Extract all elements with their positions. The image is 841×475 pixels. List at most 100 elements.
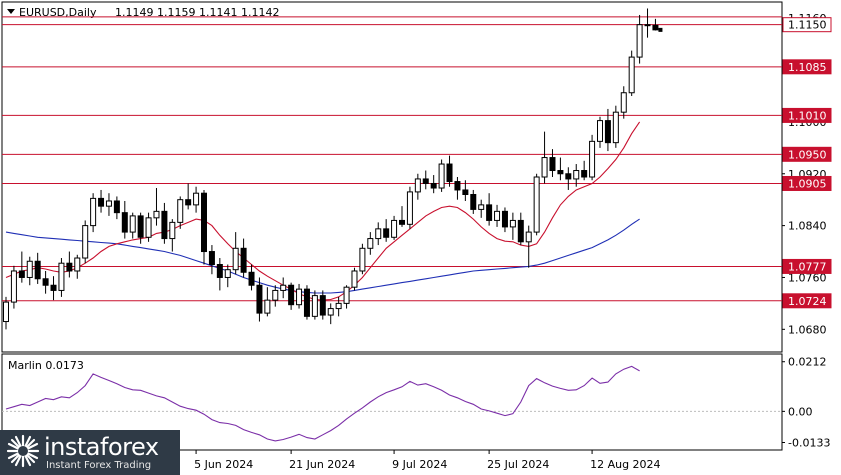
candle	[652, 18, 659, 31]
level-tag-box	[782, 293, 832, 309]
candle-body-bullish	[105, 200, 112, 207]
candle-body-bearish	[486, 204, 493, 221]
candle-body-bearish	[137, 215, 144, 238]
candle-body-bearish	[319, 295, 326, 316]
instaforex-logo: instaforex Instant Forex Trading	[0, 430, 180, 475]
candle-body-bearish	[422, 178, 429, 184]
candle	[240, 238, 247, 278]
candle	[121, 200, 128, 239]
price-tick-label: 1.0760	[788, 271, 827, 284]
candle	[478, 199, 485, 218]
candle	[153, 188, 160, 226]
candle-body-bearish	[288, 284, 295, 306]
candle-body-bearish	[201, 192, 207, 253]
price-tick-label: 1.0840	[788, 220, 827, 233]
candle-body-bullish	[391, 219, 398, 238]
level-price-tag: 1.1085	[782, 59, 832, 75]
candle-body-bearish	[557, 170, 564, 175]
candle	[50, 276, 57, 301]
level-price-tag: 1.0905	[782, 175, 832, 191]
candle	[169, 219, 176, 252]
brand-name: instaforex	[44, 433, 159, 461]
indicator-tick-label: 0.0212	[788, 356, 827, 369]
candle-body-bearish	[216, 264, 223, 278]
candle-body-bullish	[494, 210, 501, 221]
candle	[201, 189, 207, 265]
candle	[280, 277, 287, 299]
candle	[248, 264, 255, 291]
candle-body-bullish	[10, 270, 17, 303]
level-price-tag: 1.1010	[782, 107, 832, 123]
candle-body-bullish	[280, 284, 287, 291]
candle	[414, 173, 421, 200]
candle-body-bearish	[303, 288, 310, 317]
candle	[620, 86, 627, 119]
level-price-tag: 1.0724	[782, 293, 832, 309]
indicator-title: Marlin 0.0173	[8, 359, 84, 372]
candle	[66, 251, 73, 278]
candle	[58, 258, 65, 297]
candle	[319, 290, 326, 320]
level-tag-label: 1.0777	[788, 260, 827, 273]
candle-body-bullish	[351, 270, 358, 288]
candle	[406, 186, 413, 229]
candle-body-bullish	[129, 215, 136, 233]
candle-body-bullish	[26, 260, 33, 278]
indicator-axis: 0.0212 0.00 -0.0133	[782, 356, 830, 450]
candle	[113, 196, 120, 220]
candle	[90, 193, 97, 233]
collapse-triangle-icon[interactable]	[7, 9, 15, 14]
candle	[509, 212, 516, 240]
price-tick-label: 1.0680	[788, 323, 827, 336]
candle	[557, 157, 564, 181]
candle	[272, 285, 279, 307]
level-tag-label: 1.1010	[788, 109, 827, 122]
candle-body-bearish	[501, 210, 508, 228]
candle	[98, 189, 105, 213]
candle	[327, 303, 334, 325]
candle-body-bullish	[525, 231, 532, 243]
candle-body-bearish	[549, 157, 556, 172]
candle	[185, 183, 192, 210]
current-price-marker	[658, 27, 663, 32]
candle-body-bearish	[644, 24, 651, 27]
candle	[636, 14, 643, 64]
candle-body-bullish	[597, 120, 603, 142]
candle	[232, 232, 239, 275]
candle-body-bullish	[628, 56, 635, 94]
candle	[34, 252, 41, 284]
brand-tagline: Instant Forex Trading	[46, 460, 152, 471]
candle	[604, 108, 611, 152]
candle	[628, 50, 635, 96]
candle	[74, 254, 81, 279]
candle	[129, 212, 136, 239]
candle-body-bearish	[34, 260, 41, 280]
price-panel	[1, 1, 783, 353]
candle	[216, 258, 223, 291]
candle-body-bullish	[58, 262, 65, 291]
candle-body-bearish	[161, 210, 168, 240]
candle	[82, 220, 89, 264]
candle-body-bullish	[296, 288, 303, 306]
candle-body-bearish	[383, 228, 390, 238]
candle	[351, 267, 358, 291]
candle	[177, 196, 184, 229]
candle	[446, 155, 453, 187]
candle-body-bearish	[604, 120, 611, 144]
marlin-oscillator-line	[5, 365, 640, 442]
candle-body-bullish	[224, 269, 231, 278]
level-tag-box	[782, 107, 832, 123]
level-price-tag: 1.1150	[782, 17, 832, 33]
candle	[470, 189, 477, 214]
level-price-tag: 1.0777	[782, 258, 832, 274]
candle	[311, 290, 318, 320]
indicator-line	[2, 365, 782, 442]
candle-body-bullish	[541, 157, 548, 178]
date-tick-label: 9 Jul 2024	[392, 458, 447, 471]
candle-body-bearish	[113, 200, 120, 214]
candle-body-bearish	[208, 251, 215, 265]
level-labels: 1.11501.10851.10101.09501.09051.07771.07…	[782, 17, 832, 309]
candle-body-bullish	[327, 308, 334, 316]
level-tag-box	[782, 175, 832, 191]
candle	[137, 212, 144, 244]
